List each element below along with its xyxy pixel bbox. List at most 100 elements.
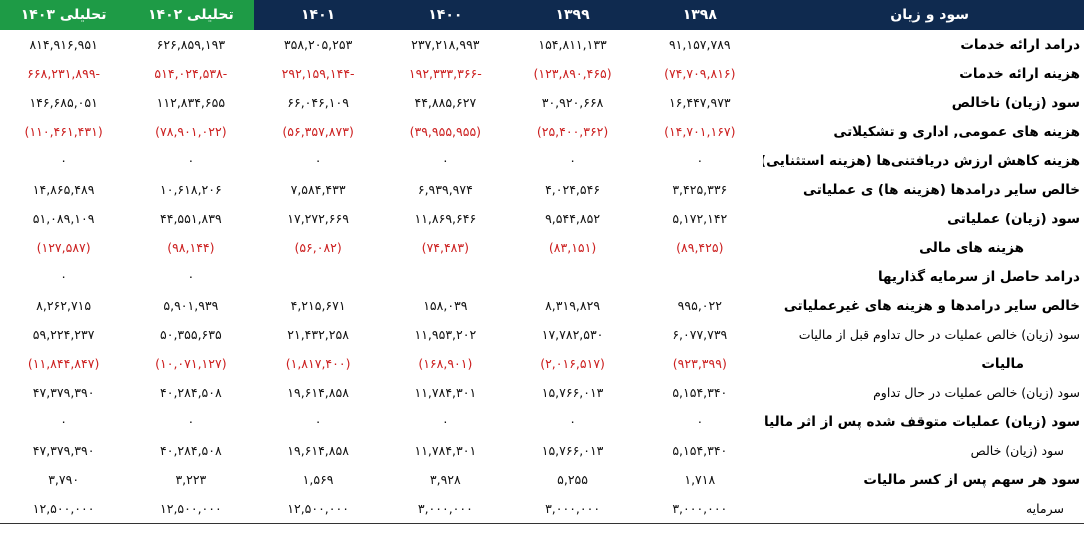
cell-year-1402: ۴۰,۲۸۴,۵۰۸ [160,385,222,400]
header-year-1398: ۱۳۹۸ [636,0,764,30]
row-label: سود (زیان) خالص عملیات در حال تداوم [873,385,1080,400]
cell-year-1398: ۵,۱۵۴,۳۴۰ [672,385,728,400]
cell-year-1399: (۸۳,۱۵۱) [548,240,597,255]
header-year-1399: ۱۳۹۹ [508,0,637,30]
cell-year-1402: ۵,۹۰۱,۹۳۹ [163,298,219,313]
cell-year-1400: (۳۹,۹۵۵,۹۵۵) [409,124,482,139]
cell-year-1401: ۱۹,۶۱۴,۸۵۸ [287,385,349,400]
cell-year-1402: ۴۴,۵۵۱,۸۳۹ [160,211,222,226]
header-analytic-1403: تحلیلی ۱۴۰۳ [0,0,128,30]
table-body: درامد ارائه خدمات ۹۱,۱۵۷,۷۸۹ ۱۵۴,۸۱۱,۱۳۳ ۲۳… [0,30,1084,524]
row-label: خالص سایر درامدها (هزینه ها) ی عملیاتی [803,181,1080,198]
cell-year-1399: ۱۵۴,۸۱۱,۱۳۳ [538,37,607,52]
cell-year-1403: (۱۱,۸۴۴,۸۴۷) [27,356,100,371]
row-label: هزینه های مالی [919,239,1024,256]
table-row: سود (زیان) عملیات متوقف شده پس از اثر ما… [0,407,1084,436]
cell-year-1399: ۰ [569,153,576,168]
cell-year-1399: ۱۷,۷۸۲,۵۳۰ [541,327,604,342]
cell-year-1399: (۱۲۳,۸۹۰,۴۶۵) [533,66,612,81]
cell-year-1403: ۸,۲۶۲,۷۱۵ [36,298,92,313]
cell-year-1402: ۱۱۲,۸۳۴,۶۵۵ [156,95,226,110]
cell-year-1401: ۱۹,۶۱۴,۸۵۸ [287,443,349,458]
cell-year-1398: ۳,۴۲۵,۳۳۶ [672,182,728,197]
cell-year-1403: -۶۶۸,۲۳۱,۸۹۹ [27,66,101,81]
row-label: درامد حاصل از سرمایه گذاریها [877,268,1080,285]
cell-year-1402: ۰ [187,414,195,429]
cell-year-1401 [254,262,381,291]
header-row: سود و زیان ۱۳۹۸ ۱۳۹۹ ۱۴۰۰ ۱۴۰۱ تحلیلی ۱۴… [0,0,1084,30]
cell-year-1400: ۱۱,۷۸۴,۳۰۱ [414,443,477,458]
cell-year-1401: ۲۱,۴۳۲,۲۵۸ [287,327,349,342]
cell-year-1403: ۵۹,۲۲۴,۲۳۷ [32,327,95,342]
cell-year-1398: ۹۹۵,۰۲۲ [677,298,722,313]
cell-year-1400: ۳,۹۲۸ [429,472,461,487]
row-label: سود (زیان) خالص عملیات در حال تداوم قبل … [798,327,1080,342]
header-year-1401: ۱۴۰۱ [254,0,382,30]
cell-year-1400: ۰ [441,153,449,168]
cell-year-1402: ۴۰,۲۸۴,۵۰۸ [160,443,222,458]
table-row: سود (زیان) عملیاتی ۵,۱۷۲,۱۴۲ ۹,۵۴۴,۸۵۲ ۱۱,۸… [0,204,1084,233]
row-label: هزینه ارائه خدمات [959,65,1080,82]
cell-year-1400: (۷۴,۴۸۳) [421,240,469,255]
cell-year-1402: (۱۰,۰۷۱,۱۲۷) [155,356,227,371]
cell-year-1401: (۵۶,۳۵۷,۸۷۳) [282,124,354,139]
cell-year-1402: ۵۰,۳۵۵,۶۳۵ [160,327,222,342]
table-row: سود (زیان) خالص عملیات در حال تداوم ۵,۱۵۴… [0,378,1084,407]
table-row: درامد ارائه خدمات ۹۱,۱۵۷,۷۸۹ ۱۵۴,۸۱۱,۱۳۳ ۲۳… [0,30,1084,59]
cell-year-1401: ۱۲,۵۰۰,۰۰۰ [254,494,382,524]
cell-year-1402: ۱۲,۵۰۰,۰۰۰ [127,494,255,524]
header-year-1400: ۱۴۰۰ [381,0,509,30]
income-statement-table: سود و زیان ۱۳۹۸ ۱۳۹۹ ۱۴۰۰ ۱۴۰۱ تحلیلی ۱۴… [0,0,1084,524]
row-label: سود (زیان) ناخالص [951,94,1080,111]
table-row: هزینه های مالی (۸۹,۴۲۵) (۸۳,۱۵۱) (۷۴,۴۸۳) (۵… [0,233,1084,262]
cell-year-1399: (۲,۰۱۶,۵۱۷) [540,356,605,371]
cell-year-1400: ۲۳۷,۲۱۸,۹۹۳ [411,37,480,52]
cell-year-1400: ۱۱,۹۵۳,۲۰۲ [414,327,477,342]
cell-year-1399: ۸,۳۱۹,۸۲۹ [545,298,601,313]
cell-year-1403: (۱۱۰,۴۶۱,۴۳۱) [24,124,103,139]
table-row: هزینه کاهش ارزش دریافتنی‌ها (هزینه استثن… [0,146,1084,175]
row-label: مالیات [981,355,1024,372]
cell-year-1400: ۱۱,۷۸۴,۳۰۱ [414,385,477,400]
cell-year-1401: ۳۵۸,۲۰۵,۲۵۳ [283,37,353,52]
cell-year-1403: ۳,۷۹۰ [48,472,80,487]
cell-year-1401: ۰ [314,414,322,429]
cell-year-1399: ۳۰,۹۲۰,۶۶۸ [541,95,604,110]
cell-year-1398 [636,262,763,291]
cell-year-1399: ۵,۲۵۵ [557,472,588,487]
cell-year-1401: -۲۹۲,۱۵۹,۱۴۴ [281,66,355,81]
cell-year-1398: ۵,۱۷۲,۱۴۲ [672,211,728,226]
cell-year-1401: ۱,۵۶۹ [302,472,334,487]
table-row: درامد حاصل از سرمایه گذاریها ۰ ۰ [0,262,1084,291]
row-label: سرمایه [763,494,1084,524]
cell-year-1400: ۰ [441,414,449,429]
cell-year-1398: (۱۴,۷۰۱,۱۶۷) [664,124,736,139]
header-analytic-1402: تحلیلی ۱۴۰۲ [127,0,255,30]
cell-year-1403: ۱۴,۸۶۵,۴۸۹ [32,182,95,197]
row-label: هزینه های عمومی, اداری و تشکیلاتی [833,123,1080,140]
cell-year-1399: ۱۵,۷۶۶,۰۱۳ [541,385,604,400]
table-row: سود (زیان) ناخالص ۱۶,۴۴۷,۹۷۳ ۳۰,۹۲۰,۶۶۸ ۴۴,… [0,88,1084,117]
cell-year-1401: ۰ [314,153,322,168]
cell-year-1398: (۷۴,۷۰۹,۸۱۶) [664,66,736,81]
table-row: سود (زیان) خالص ۵,۱۵۴,۳۴۰ ۱۵,۷۶۶,۰۱۳ ۱۱,۷۸۴… [0,436,1084,465]
cell-year-1403: ۴۷,۳۷۹,۳۹۰ [32,385,95,400]
cell-year-1401: ۱۷,۲۷۲,۶۶۹ [287,211,349,226]
cell-year-1401: (۵۶,۰۸۲) [294,240,342,255]
cell-year-1399: ۱۵,۷۶۶,۰۱۳ [541,443,604,458]
table-row: سرمایه ۳,۰۰۰,۰۰۰ ۳,۰۰۰,۰۰۰ ۳,۰۰۰,۰۰۰ ۱۲,۵۰۰,… [0,494,1084,524]
cell-year-1398: ۱,۷۱۸ [684,472,716,487]
cell-year-1400: ۳,۰۰۰,۰۰۰ [381,494,509,524]
cell-year-1399: ۴,۰۲۴,۵۴۶ [545,182,601,197]
cell-year-1399 [509,262,636,291]
header-label: سود و زیان [763,0,1084,30]
table-row: خالص سایر درامدها و هزینه های غیرعملیاتی… [0,291,1084,320]
cell-year-1400: ۱۵۸,۰۳۹ [423,298,468,313]
cell-year-1403: ۰ [60,153,67,168]
cell-year-1402: ۳,۲۲۳ [175,472,207,487]
cell-year-1398: ۹۱,۱۵۷,۷۸۹ [668,37,731,52]
cell-year-1400 [382,262,509,291]
cell-year-1398: (۸۹,۴۲۵) [676,240,724,255]
cell-year-1403: ۱۲,۵۰۰,۰۰۰ [0,494,128,524]
